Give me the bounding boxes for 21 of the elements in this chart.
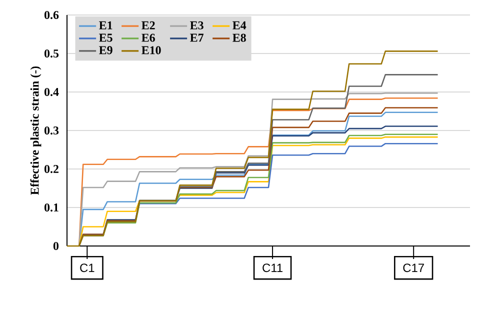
y-tick-label: 0.3 xyxy=(44,126,59,135)
y-tick-label: 0.6 xyxy=(44,10,59,20)
legend-label: E2 xyxy=(142,21,155,30)
legend-label: E3 xyxy=(190,21,204,30)
x-tick-label: C11 xyxy=(262,264,282,272)
y-tick-label: 0.2 xyxy=(44,164,58,174)
legend-label: E8 xyxy=(232,34,246,42)
legend-label: E10 xyxy=(142,46,161,54)
y-tick-label: 0 xyxy=(53,242,59,250)
legend-label: E4 xyxy=(232,21,246,30)
legend-label: E6 xyxy=(142,34,155,42)
x-tick-label: C17 xyxy=(403,264,424,272)
y-tick-label: 0.1 xyxy=(44,203,58,212)
legend-label: E7 xyxy=(190,34,204,42)
legend-label: E1 xyxy=(99,21,112,30)
legend-label: E9 xyxy=(99,46,112,54)
x-tick-label: C1 xyxy=(80,264,94,272)
y-axis-title: Effective plastic strain (-) xyxy=(30,66,42,195)
y-tick-label: 0.5 xyxy=(44,49,59,58)
y-tick-label: 0.4 xyxy=(44,88,59,96)
legend-label: E5 xyxy=(99,34,112,42)
